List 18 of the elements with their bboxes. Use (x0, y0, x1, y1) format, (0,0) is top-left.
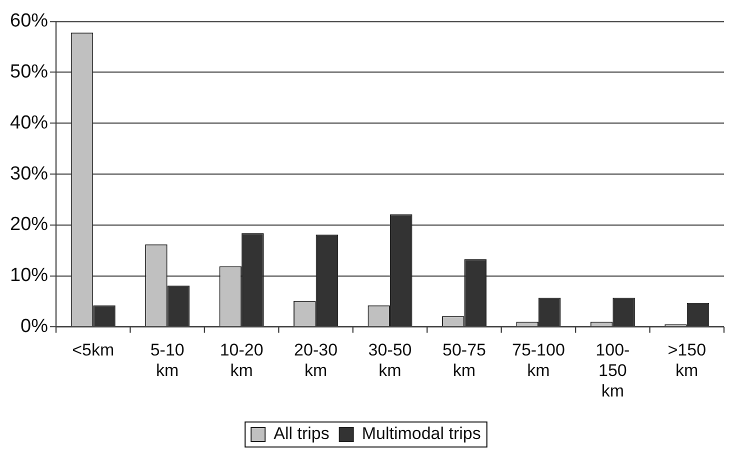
legend-label: Multimodal trips (362, 424, 481, 444)
x-tick-label: 10-20 km (220, 340, 264, 380)
y-tick-label: 40% (10, 112, 48, 134)
x-tick-label: 75-100 km (512, 340, 565, 380)
x-tick-label: <5km (72, 340, 114, 360)
x-tick-label: 30-50 km (368, 340, 412, 380)
x-tick-label: 5-10 km (150, 340, 184, 380)
y-tick-label: 10% (10, 265, 48, 286)
y-tick-label: 20% (10, 214, 48, 236)
y-tick-label: 0% (20, 316, 48, 338)
y-tick-label: 30% (10, 163, 48, 184)
legend-label: All trips (274, 424, 330, 444)
y-tick-label: 50% (10, 62, 48, 83)
x-tick-label: 20-30 km (294, 340, 338, 380)
x-tick-label: >150 km (668, 340, 706, 380)
x-tick-label: 100-150 km (596, 340, 630, 400)
y-tick-label: 60% (10, 10, 48, 32)
x-tick-label: 50-75 km (442, 340, 486, 380)
